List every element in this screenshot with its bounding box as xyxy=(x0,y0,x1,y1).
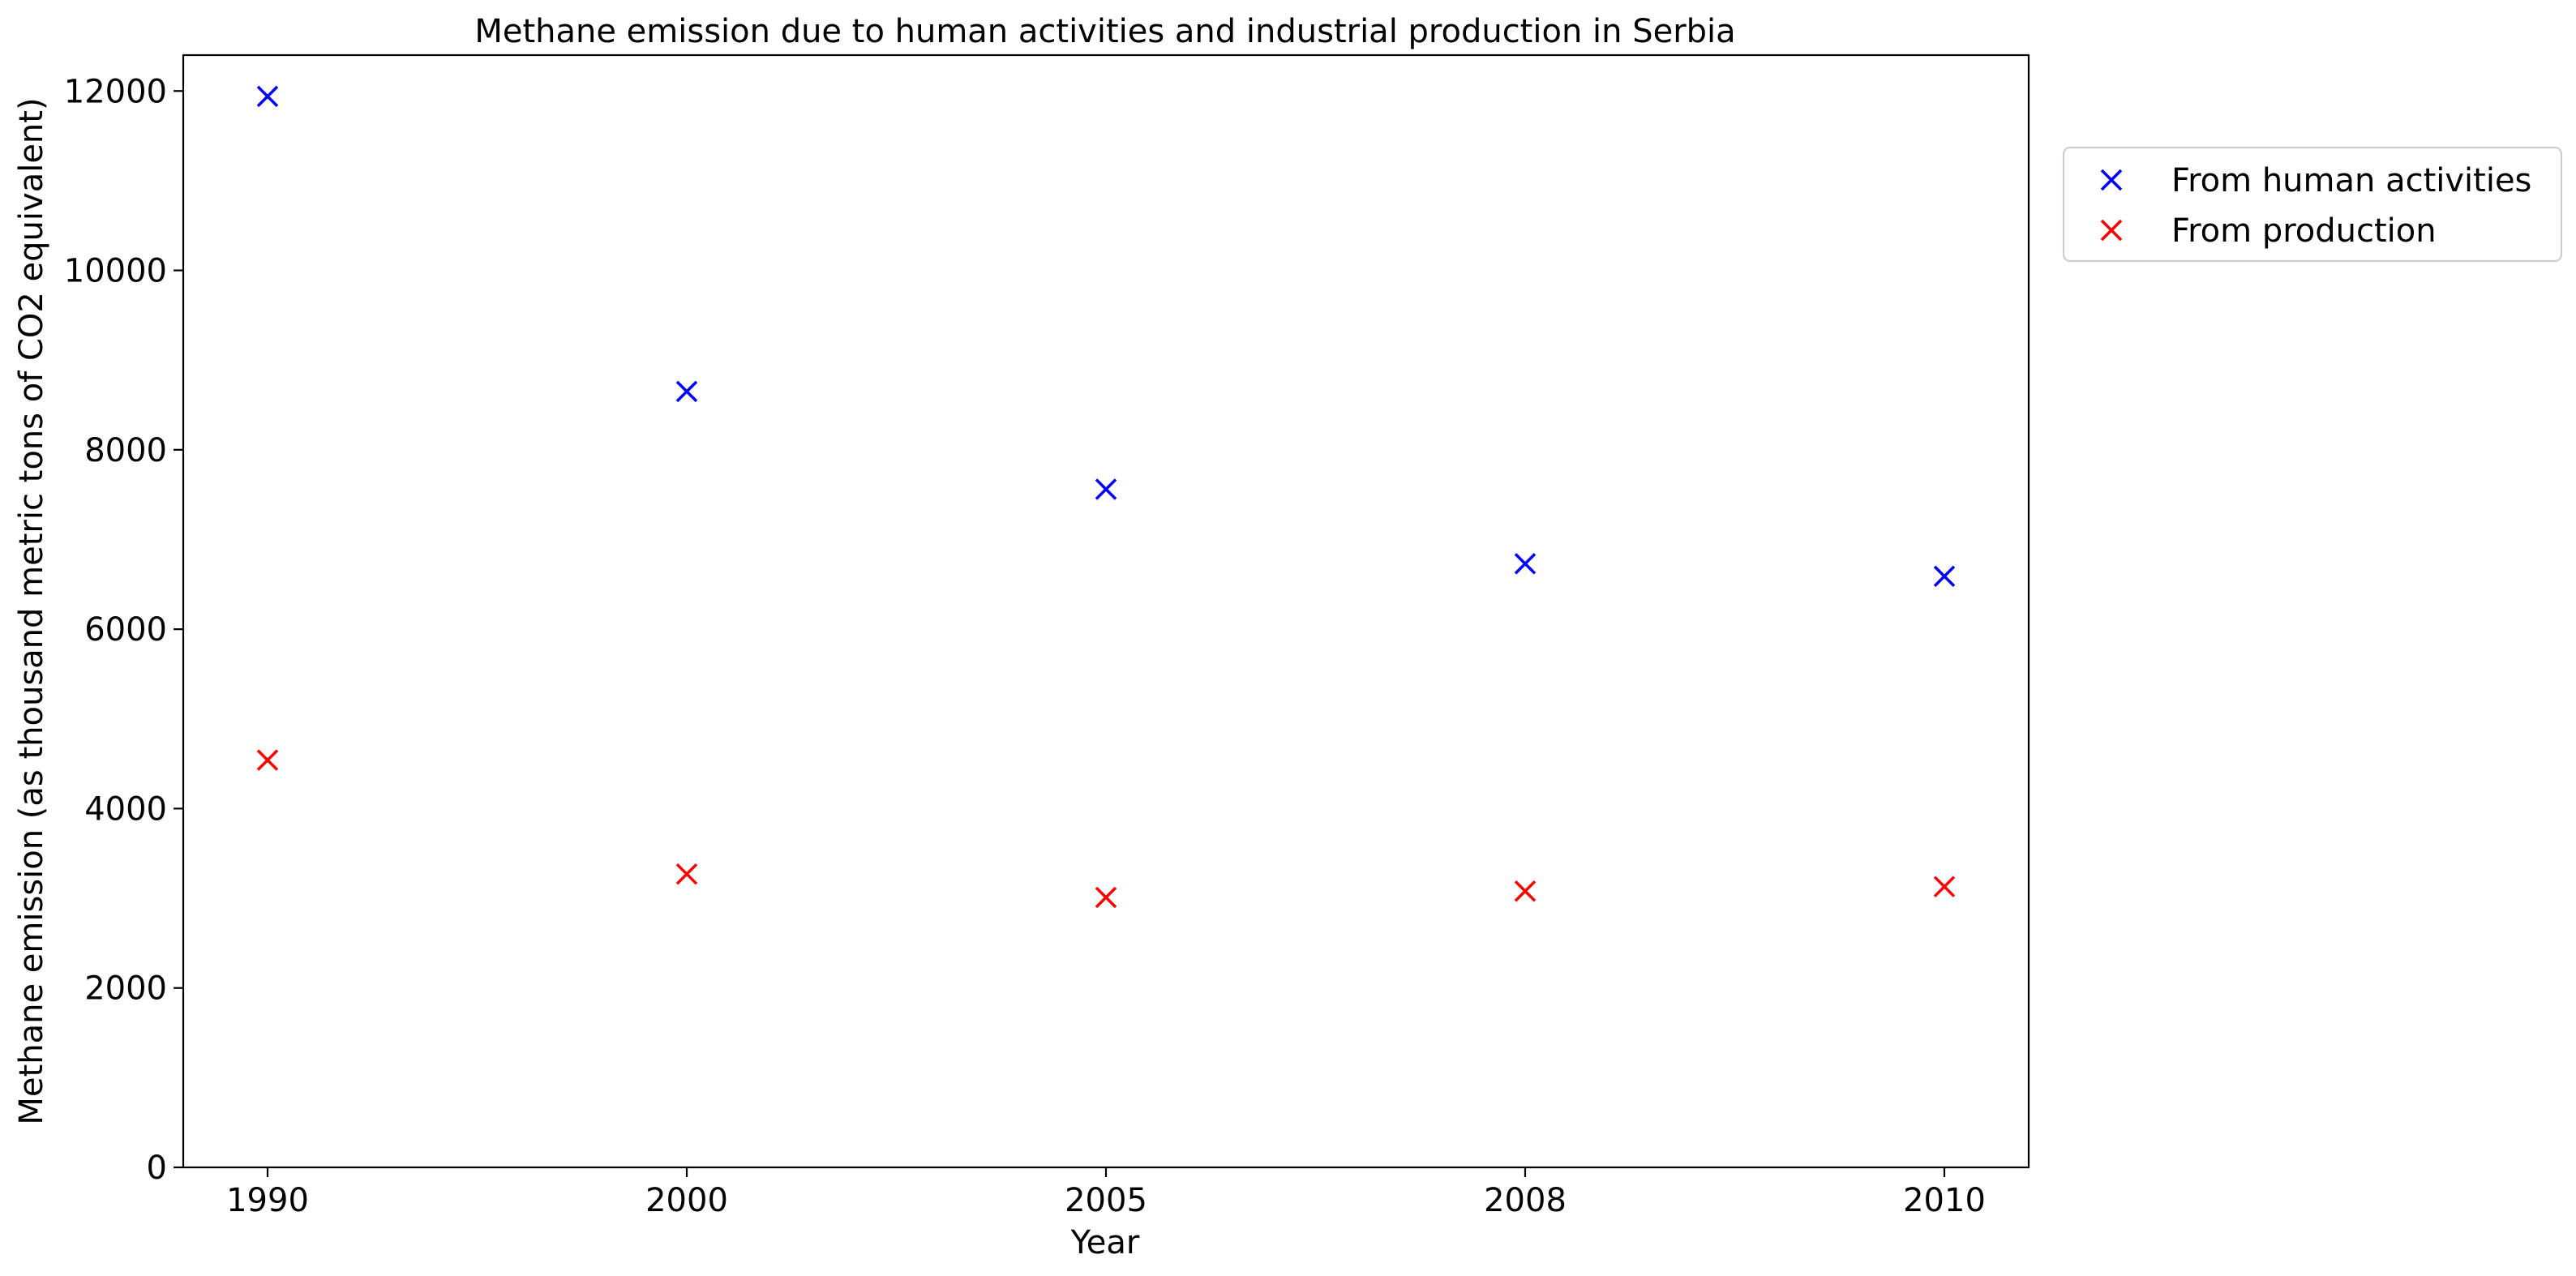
x-axis-label: Year xyxy=(1070,1224,1140,1261)
x-tick-label: 1990 xyxy=(226,1182,309,1219)
x-tick-label: 2008 xyxy=(1484,1182,1567,1219)
data-point-series-2 xyxy=(1514,880,1537,902)
data-point-series-2 xyxy=(675,863,698,885)
chart-title: Methane emission due to human activities… xyxy=(474,13,1735,50)
data-points xyxy=(256,85,1956,909)
y-tick-label: 8000 xyxy=(84,432,167,469)
y-tick-label: 0 xyxy=(147,1150,167,1187)
y-tick-label: 2000 xyxy=(84,970,167,1008)
legend: From human activities From production xyxy=(2062,146,2563,263)
legend-box xyxy=(2062,146,2563,263)
legend-marker-series-1 xyxy=(2100,169,2123,191)
y-axis: 0 2000 4000 6000 8000 10000 12000 xyxy=(64,73,183,1187)
legend-label-series-2: From production xyxy=(2171,212,2437,250)
data-point-series-1 xyxy=(1514,553,1537,575)
y-axis-label: Methane emission (as thousand metric ton… xyxy=(13,97,50,1124)
x-tick-label: 2005 xyxy=(1065,1182,1147,1219)
data-point-series-1 xyxy=(1095,478,1117,500)
y-tick-label: 4000 xyxy=(84,790,167,828)
x-tick-label: 2010 xyxy=(1903,1182,1986,1219)
x-axis: 1990 2000 2005 2008 2010 xyxy=(226,1167,1986,1219)
y-tick-label: 10000 xyxy=(64,253,167,290)
plot-area xyxy=(182,54,2030,1169)
data-point-series-2 xyxy=(1933,876,1956,897)
data-point-series-1 xyxy=(256,85,279,108)
y-tick-label: 12000 xyxy=(64,73,167,110)
data-point-series-1 xyxy=(1933,565,1956,588)
y-tick-label: 6000 xyxy=(84,611,167,649)
legend-label-series-1: From human activities xyxy=(2171,162,2531,199)
legend-marker-series-2 xyxy=(2100,219,2123,242)
data-point-series-2 xyxy=(1095,886,1117,909)
data-point-series-1 xyxy=(675,380,698,403)
x-tick-label: 2000 xyxy=(645,1182,728,1219)
data-point-series-2 xyxy=(256,749,279,771)
